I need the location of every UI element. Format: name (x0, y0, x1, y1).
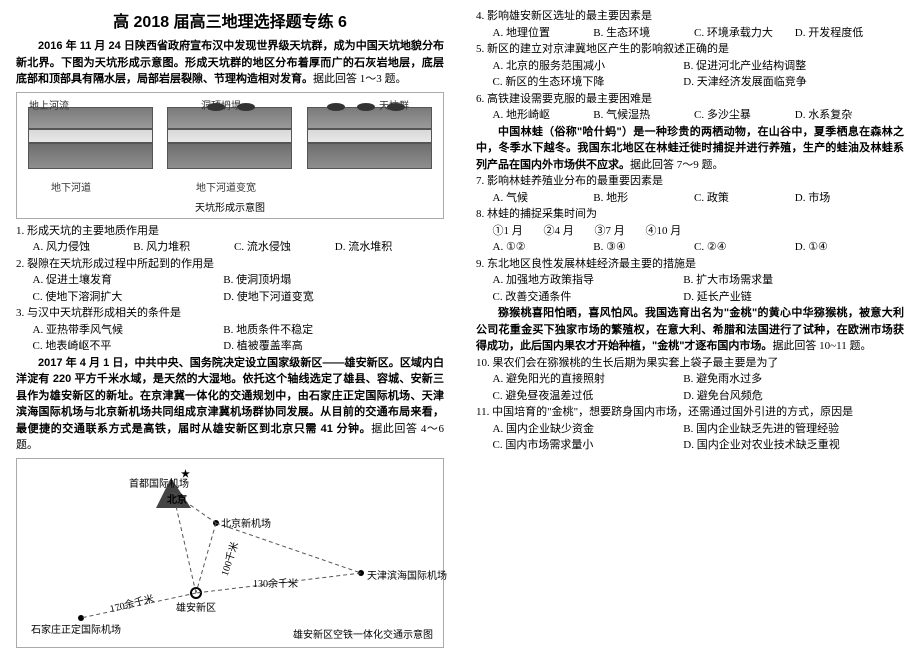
q7-a: A. 气候 (493, 190, 583, 207)
q6-c: C. 多沙尘暴 (694, 107, 784, 124)
q4-d: D. 开发程度低 (795, 25, 885, 42)
q8-o1: ①1 月 (493, 223, 523, 240)
q7-d: D. 市场 (795, 190, 885, 207)
q1-stem: 1. 形成天坑的主要地质作用是 (16, 223, 444, 240)
q8-d: D. ①④ (795, 239, 885, 256)
q6-stem: 6. 高铁建设需要克服的最主要困难是 (476, 91, 904, 108)
q3-c: C. 地表崎岖不平 (33, 338, 213, 355)
q9-stem: 9. 东北地区良性发展林蛙经济最主要的措施是 (476, 256, 904, 273)
q11-d: D. 国内企业对农业技术缺乏重视 (683, 437, 863, 454)
q5-d: D. 天津经济发展面临竞争 (683, 74, 863, 91)
q11-b: B. 国内企业缺乏先进的管理经验 (683, 421, 863, 438)
q6-options: A. 地形崎岖 B. 气候湿热 C. 多沙尘暴 D. 水系复杂 (493, 107, 905, 124)
q8-sub: ①1 月 ②4 月 ③7 月 ④10 月 (493, 223, 905, 240)
q7-stem: 7. 影响林蛙养殖业分布的最重要因素是 (476, 173, 904, 190)
q1-a: A. 风力侵蚀 (33, 239, 123, 256)
map-d2: 130余千米 (253, 575, 298, 590)
intro-2: 2017 年 4 月 1 日，中共中央、国务院决定设立国家级新区——雄安新区。区… (16, 355, 444, 454)
intro-3: 中国林蛙（俗称"哈什蚂"）是一种珍贵的两栖动物，在山谷中，夏季栖息在森林之中，冬… (476, 124, 904, 174)
q10-stem: 10. 果农们会在猕猴桃的生长后期为果实套上袋子最主要是为了 (476, 355, 904, 372)
q8-o2: ②4 月 (544, 223, 574, 240)
q4-options: A. 地理位置 B. 生态环境 C. 环境承载力大 D. 开发程度低 (493, 25, 905, 42)
q1-b: B. 风力堆积 (133, 239, 223, 256)
q3-b: B. 地质条件不稳定 (223, 322, 403, 339)
right-column: 4. 影响雄安新区选址的最主要因素是 A. 地理位置 B. 生态环境 C. 环境… (460, 0, 920, 650)
label-c-top: 天坑群 (379, 97, 409, 112)
q9-c: C. 改善交通条件 (493, 289, 673, 306)
q9-b: B. 扩大市场需求量 (683, 272, 863, 289)
q7-options: A. 气候 B. 地形 C. 政策 D. 市场 (493, 190, 905, 207)
q2-c: C. 使地下溶洞扩大 (33, 289, 213, 306)
q4-a: A. 地理位置 (493, 25, 583, 42)
q7-c: C. 政策 (694, 190, 784, 207)
intro-1: 2016 年 11 月 24 日陕西省政府宣布汉中发现世界级天坑群，成为中国天坑… (16, 38, 444, 88)
figure-map: ★ 首都国际机场 北京 北京新机场 天津滨海国际机场 雄安新区 石家庄正定国际机… (16, 458, 444, 648)
q2-a: A. 促进土壤发育 (33, 272, 213, 289)
label-b-bot: 地下河道变宽 (196, 179, 256, 194)
q1-d: D. 流水堆积 (335, 239, 425, 256)
q4-stem: 4. 影响雄安新区选址的最主要因素是 (476, 8, 904, 25)
page-title: 高 2018 届高三地理选择题专练 6 (16, 8, 444, 32)
q9-options: A. 加强地方政策指导 B. 扩大市场需求量 C. 改善交通条件 D. 延长产业… (493, 272, 905, 305)
q8-c: C. ②④ (694, 239, 784, 256)
q10-d: D. 避免台风频危 (683, 388, 863, 405)
sink-block-c (307, 97, 432, 175)
figure-sinkhole: 地上河流 洞顶坍塌 天坑群 地下河道 地下河道变宽 天坑形成示意图 (16, 92, 444, 219)
q10-a: A. 避免阳光的直接照射 (493, 371, 673, 388)
q3-d: D. 植被覆盖率高 (223, 338, 403, 355)
q3-a: A. 亚热带季风气候 (33, 322, 213, 339)
q2-d: D. 使地下河道变宽 (223, 289, 403, 306)
q5-stem: 5. 新区的建立对京津冀地区产生的影响叙述正确的是 (476, 41, 904, 58)
q5-b: B. 促进河北产业结构调整 (683, 58, 863, 75)
map-new-airport: 北京新机场 (221, 515, 271, 530)
q2-options: A. 促进土壤发育 B. 使洞顶坍塌 C. 使地下溶洞扩大 D. 使地下河道变宽 (33, 272, 445, 305)
q8-b: B. ③④ (593, 239, 683, 256)
q8-a: A. ①② (493, 239, 583, 256)
q11-c: C. 国内市场需求量小 (493, 437, 673, 454)
figure2-caption: 雄安新区空铁一体化交通示意图 (293, 626, 433, 641)
label-b-top: 洞顶坍塌 (201, 97, 241, 112)
q2-b: B. 使洞顶坍塌 (223, 272, 403, 289)
q1-options: A. 风力侵蚀 B. 风力堆积 C. 流水侵蚀 D. 流水堆积 (33, 239, 445, 256)
q6-b: B. 气候湿热 (593, 107, 683, 124)
map-xiongan: 雄安新区 (176, 599, 216, 614)
label-a-bot: 地下河道 (51, 179, 91, 194)
map-sjz: 石家庄正定国际机场 (31, 621, 121, 636)
q2-stem: 2. 裂隙在天坑形成过程中所起到的作用是 (16, 256, 444, 273)
q9-d: D. 延长产业链 (683, 289, 863, 306)
q8-options: A. ①② B. ③④ C. ②④ D. ①④ (493, 239, 905, 256)
map-diagram: ★ 首都国际机场 北京 北京新机场 天津滨海国际机场 雄安新区 石家庄正定国际机… (21, 463, 439, 643)
q3-options: A. 亚热带季风气候 B. 地质条件不稳定 C. 地表崎岖不平 D. 植被覆盖率… (33, 322, 445, 355)
q11-stem: 11. 中国培育的"金桃"，想要跻身国内市场，还需通过国外引进的方式，原因是 (476, 404, 904, 421)
q8-o4: ④10 月 (646, 223, 682, 240)
sinkhole-diagram: 地上河流 洞顶坍塌 天坑群 地下河道 地下河道变宽 (21, 97, 439, 197)
q1-c: C. 流水侵蚀 (234, 239, 324, 256)
q5-options: A. 北京的服务范围减小 B. 促进河北产业结构调整 C. 新区的生态环境下降 … (493, 58, 905, 91)
left-column: 高 2018 届高三地理选择题专练 6 2016 年 11 月 24 日陕西省政… (0, 0, 460, 650)
q4-b: B. 生态环境 (593, 25, 683, 42)
q3-stem: 3. 与汉中天坑群形成相关的条件是 (16, 305, 444, 322)
q11-options: A. 国内企业缺少资金 B. 国内企业缺乏先进的管理经验 C. 国内市场需求量小… (493, 421, 905, 454)
label-a-top: 地上河流 (29, 97, 69, 112)
q9-a: A. 加强地方政策指导 (493, 272, 673, 289)
q6-d: D. 水系复杂 (795, 107, 885, 124)
q10-b: B. 避免雨水过多 (683, 371, 863, 388)
q6-a: A. 地形崎岖 (493, 107, 583, 124)
q8-o3: ③7 月 (595, 223, 625, 240)
map-beijing: 北京 (167, 491, 187, 506)
q7-b: B. 地形 (593, 190, 683, 207)
map-tianjin: 天津滨海国际机场 (367, 567, 447, 582)
q11-a: A. 国内企业缺少资金 (493, 421, 673, 438)
intro-4: 猕猴桃喜阳怕晒，喜风怕风。我国选育出名为"金桃"的黄心中华猕猴桃，被意大利公司花… (476, 305, 904, 355)
figure1-caption: 天坑形成示意图 (21, 199, 439, 214)
q5-c: C. 新区的生态环境下降 (493, 74, 673, 91)
map-capital-airport: 首都国际机场 (129, 475, 189, 490)
q10-c: C. 避免昼夜温差过低 (493, 388, 673, 405)
q8-stem: 8. 林蛙的捕捉采集时间为 (476, 206, 904, 223)
q10-options: A. 避免阳光的直接照射 B. 避免雨水过多 C. 避免昼夜温差过低 D. 避免… (493, 371, 905, 404)
q4-c: C. 环境承载力大 (694, 25, 784, 42)
q5-a: A. 北京的服务范围减小 (493, 58, 673, 75)
